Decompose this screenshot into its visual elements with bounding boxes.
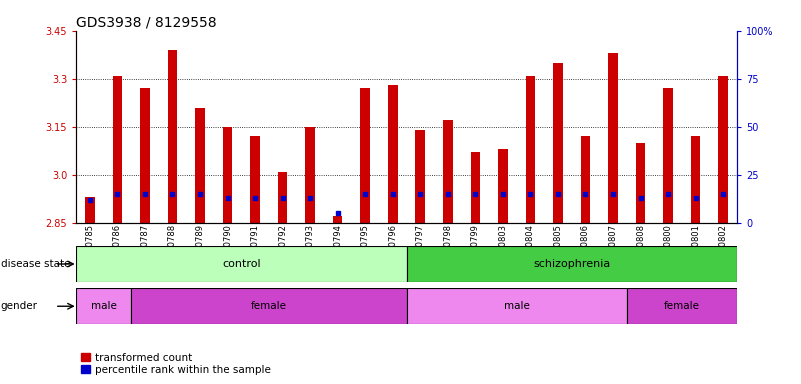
- Bar: [470, 152, 480, 223]
- Text: control: control: [222, 259, 260, 269]
- Bar: [608, 53, 618, 223]
- Bar: [333, 216, 343, 223]
- Bar: [636, 143, 646, 223]
- Text: gender: gender: [1, 301, 38, 311]
- Bar: [416, 130, 425, 223]
- Text: schizophrenia: schizophrenia: [533, 259, 610, 269]
- Legend: transformed count, percentile rank within the sample: transformed count, percentile rank withi…: [82, 353, 271, 375]
- Text: female: female: [664, 301, 700, 311]
- Bar: [167, 50, 177, 223]
- Bar: [627, 288, 737, 324]
- Bar: [250, 136, 260, 223]
- Bar: [690, 136, 700, 223]
- Bar: [85, 197, 95, 223]
- Bar: [360, 88, 370, 223]
- Text: disease state: disease state: [1, 259, 70, 269]
- Bar: [278, 172, 288, 223]
- Bar: [553, 63, 563, 223]
- Bar: [498, 149, 508, 223]
- Text: male: male: [504, 301, 529, 311]
- Bar: [407, 288, 627, 324]
- Text: male: male: [91, 301, 117, 311]
- Bar: [113, 76, 123, 223]
- Bar: [663, 88, 673, 223]
- Bar: [581, 136, 590, 223]
- Bar: [131, 288, 406, 324]
- Bar: [525, 76, 535, 223]
- Bar: [407, 246, 737, 282]
- Bar: [443, 120, 453, 223]
- Bar: [305, 127, 315, 223]
- Text: female: female: [251, 301, 287, 311]
- Bar: [76, 288, 131, 324]
- Bar: [140, 88, 150, 223]
- Bar: [388, 85, 397, 223]
- Text: GDS3938 / 8129558: GDS3938 / 8129558: [76, 16, 217, 30]
- Bar: [76, 246, 407, 282]
- Bar: [718, 76, 728, 223]
- Bar: [223, 127, 232, 223]
- Bar: [195, 108, 205, 223]
